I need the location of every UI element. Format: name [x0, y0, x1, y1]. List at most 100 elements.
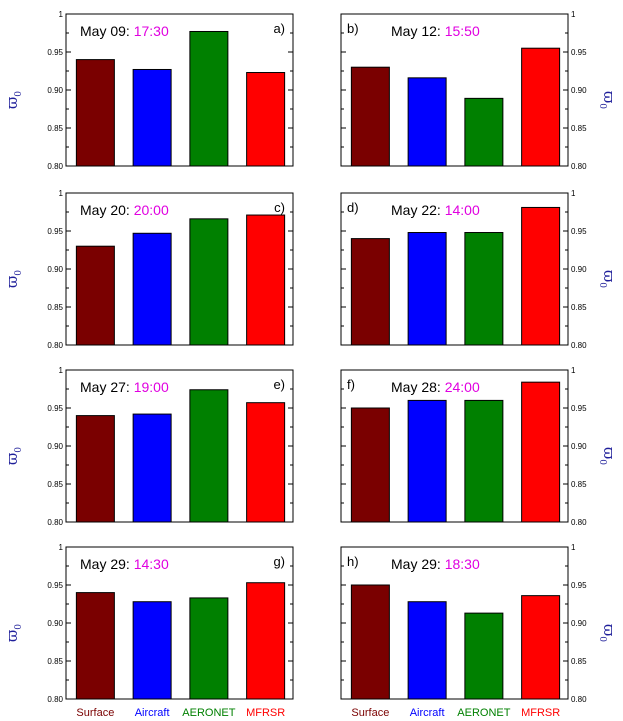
bar-aeronet — [189, 389, 229, 523]
bar-aircraft — [132, 68, 172, 167]
x-category-label-aircraft: Aircraft — [135, 707, 170, 719]
y-tick-label: 0.85 — [47, 303, 63, 312]
y-tick-label: 0.80 — [571, 162, 587, 171]
panel-date: May 20: — [80, 202, 134, 218]
panel-time: 14:30 — [134, 556, 169, 572]
panel-time: 19:00 — [134, 379, 169, 395]
panel-date: May 09: — [80, 23, 134, 39]
y-axis-label: ϖ0 — [3, 91, 24, 109]
panel-h: 0.80 0.85 0.90 0.95 1 May 29: 18:30 h) ϖ0 Surfac… — [340, 543, 618, 719]
panel-letter: g) — [273, 554, 285, 569]
y-tick-label: 0.85 — [571, 480, 587, 489]
y-tick-label: 1 — [571, 366, 576, 375]
y-tick-label: 0.85 — [571, 657, 587, 666]
bar-mfrsr — [521, 595, 561, 700]
bar-surface — [350, 66, 390, 167]
bar-surface — [75, 592, 115, 700]
x-category-label-aeronet: AERONET — [182, 707, 235, 719]
bar-surface — [350, 238, 390, 346]
panel-date: May 29: — [391, 556, 445, 572]
y-tick-label: 0.80 — [47, 518, 63, 527]
bar-aircraft — [132, 601, 172, 700]
x-category-label-aircraft: Aircraft — [410, 707, 445, 719]
y-tick-label: 1 — [59, 366, 64, 375]
y-tick-label: 0.90 — [47, 619, 63, 628]
y-tick-label: 0.90 — [571, 86, 587, 95]
bar-aircraft — [407, 77, 447, 167]
y-axis-label: ϖ0 — [597, 624, 618, 642]
bar-mfrsr — [246, 214, 286, 346]
y-tick-label: 1 — [571, 543, 576, 552]
y-tick-label: 0.95 — [571, 48, 587, 57]
panel-letter: f) — [347, 377, 355, 392]
x-category-label-mfrsr: MFRSR — [246, 707, 285, 719]
y-tick-label: 0.95 — [571, 404, 587, 413]
y-tick-label: 1 — [59, 10, 64, 19]
panel-date: May 22: — [391, 202, 445, 218]
y-axis-label: ϖ0 — [3, 447, 24, 465]
y-tick-label: 0.85 — [47, 657, 63, 666]
y-axis-label: ϖ0 — [3, 624, 24, 642]
panel-e: 0.80 0.85 0.90 0.95 1 May 27: 19:00 e) ϖ0 — [3, 366, 294, 527]
y-tick-label: 0.80 — [571, 695, 587, 704]
y-axis-label: ϖ0 — [597, 447, 618, 465]
y-axis-label: ϖ0 — [597, 270, 618, 288]
panel-letter: h) — [347, 554, 359, 569]
bar-aircraft — [132, 413, 172, 523]
y-tick-label: 0.80 — [571, 518, 587, 527]
panel-b: 0.80 0.85 0.90 0.95 1 May 12: 15:50 b) ϖ0 — [340, 10, 618, 171]
x-category-label-surface: Surface — [351, 707, 389, 719]
panel-a: 0.80 0.85 0.90 0.95 1 May 09: 17:30 a) ϖ0 — [3, 10, 294, 171]
panel-time: 18:30 — [445, 556, 480, 572]
y-tick-label: 0.85 — [47, 480, 63, 489]
panel-time: 17:30 — [134, 23, 169, 39]
bar-aeronet — [464, 232, 504, 346]
bar-aircraft — [407, 601, 447, 700]
panel-datetime: May 29: 14:30 — [80, 556, 169, 572]
panel-letter: d) — [347, 200, 359, 215]
y-tick-label: 0.90 — [47, 442, 63, 451]
y-tick-label: 0.80 — [571, 341, 587, 350]
bar-surface — [75, 415, 115, 523]
y-axis-label: ϖ0 — [597, 91, 618, 109]
y-tick-label: 1 — [571, 10, 576, 19]
panel-letter: c) — [274, 200, 285, 215]
bar-aircraft — [132, 232, 172, 346]
bar-surface — [350, 407, 390, 523]
bar-aeronet — [464, 612, 504, 700]
bar-surface — [75, 245, 115, 346]
panel-letter: a) — [273, 21, 285, 36]
x-category-label-surface: Surface — [76, 707, 114, 719]
x-category-label-mfrsr: MFRSR — [521, 707, 560, 719]
y-tick-label: 1 — [59, 189, 64, 198]
bar-aeronet — [189, 30, 229, 167]
y-tick-label: 0.95 — [571, 227, 587, 236]
bar-aircraft — [407, 399, 447, 523]
panel-letter: e) — [273, 377, 285, 392]
panel-time: 15:50 — [445, 23, 480, 39]
y-tick-label: 0.90 — [571, 265, 587, 274]
y-tick-label: 0.90 — [571, 442, 587, 451]
y-tick-label: 0.80 — [47, 162, 63, 171]
bar-mfrsr — [246, 72, 286, 167]
bar-mfrsr — [246, 582, 286, 700]
bar-surface — [350, 584, 390, 700]
y-tick-label: 1 — [571, 189, 576, 198]
y-tick-label: 0.95 — [571, 581, 587, 590]
panel-d: 0.80 0.85 0.90 0.95 1 May 22: 14:00 d) ϖ0 — [340, 189, 618, 350]
y-tick-label: 0.85 — [47, 124, 63, 133]
panel-date: May 27: — [80, 379, 134, 395]
y-tick-label: 0.90 — [47, 265, 63, 274]
panel-datetime: May 29: 18:30 — [391, 556, 480, 572]
y-tick-label: 0.90 — [571, 619, 587, 628]
bar-aeronet — [464, 399, 504, 523]
panel-time: 14:00 — [445, 202, 480, 218]
panel-date: May 28: — [391, 379, 445, 395]
x-category-label-aeronet: AERONET — [457, 707, 510, 719]
y-tick-label: 1 — [59, 543, 64, 552]
panel-date: May 29: — [80, 556, 134, 572]
y-tick-label: 0.95 — [47, 227, 63, 236]
y-tick-label: 0.95 — [47, 581, 63, 590]
bar-surface — [75, 59, 115, 167]
